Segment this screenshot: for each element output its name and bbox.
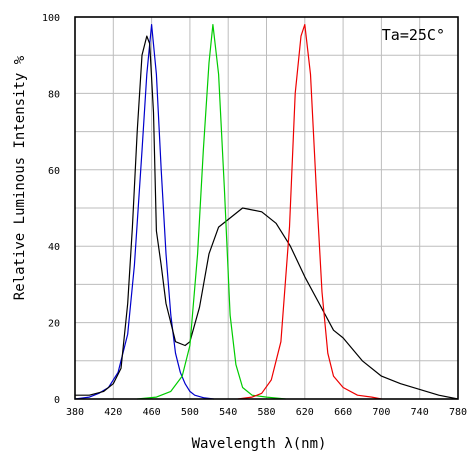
y-tick-labels: 0 20 40 60 80 100	[42, 13, 60, 406]
x-tick-labels: 380 420 460 500 540 580 620 660 700 740 780	[66, 407, 467, 418]
y-tick-label: 0	[54, 395, 60, 406]
x-tick-label: 580	[257, 407, 275, 418]
x-tick-label: 380	[66, 407, 84, 418]
temperature-annotation: Ta=25C°	[382, 26, 445, 44]
y-tick-label: 100	[42, 13, 60, 24]
x-tick-label: 780	[449, 407, 467, 418]
series-line-1	[74, 24, 214, 400]
y-tick-label: 20	[48, 319, 60, 330]
series-line-4	[237, 24, 382, 400]
x-tick-label: 660	[334, 407, 352, 418]
series-lines	[74, 24, 459, 400]
x-tick-label: 540	[219, 407, 237, 418]
x-tick-label: 700	[372, 407, 390, 418]
x-tick-label: 460	[143, 407, 161, 418]
y-axis-title: Relative Luminous Intensity %	[12, 55, 28, 300]
y-tick-label: 60	[48, 166, 60, 177]
y-tick-label: 40	[48, 242, 60, 253]
x-tick-label: 740	[411, 407, 429, 418]
x-tick-label: 420	[104, 407, 122, 418]
x-tick-label: 620	[296, 407, 314, 418]
grid	[75, 17, 458, 399]
series-line-3	[137, 24, 286, 400]
y-tick-label: 80	[48, 89, 60, 100]
x-tick-label: 500	[181, 407, 199, 418]
x-axis-title: Wavelength λ(nm)	[192, 436, 327, 452]
plot-frame	[74, 16, 459, 400]
